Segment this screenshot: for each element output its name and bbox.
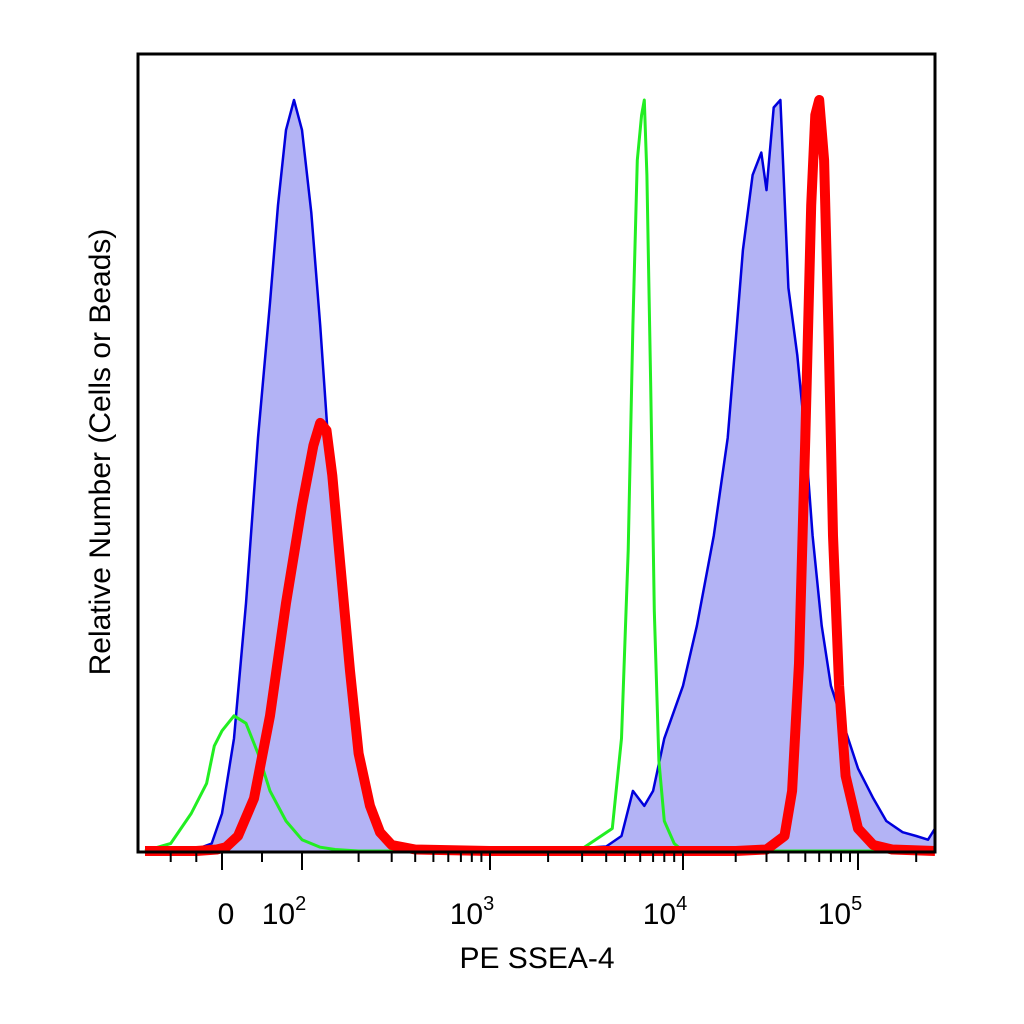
x-ticks xyxy=(169,852,918,870)
x-tick-label-1: 102 xyxy=(262,893,307,931)
series-1-line xyxy=(144,98,935,853)
x-axis-title: PE SSEA-4 xyxy=(459,942,614,975)
x-tick-label-3: 104 xyxy=(643,893,688,931)
plot-frame xyxy=(136,52,937,854)
x-tick-label-0: 0 xyxy=(218,898,235,931)
series-0-outline xyxy=(145,98,937,853)
series-0-area xyxy=(145,100,935,851)
y-axis-title: Relative Number (Cells or Beads) xyxy=(84,229,117,676)
x-tick-labels: 0 102 103 104 105 xyxy=(218,893,863,931)
x-tick-label-2: 103 xyxy=(450,893,495,931)
x-tick-label-4: 105 xyxy=(818,893,863,931)
